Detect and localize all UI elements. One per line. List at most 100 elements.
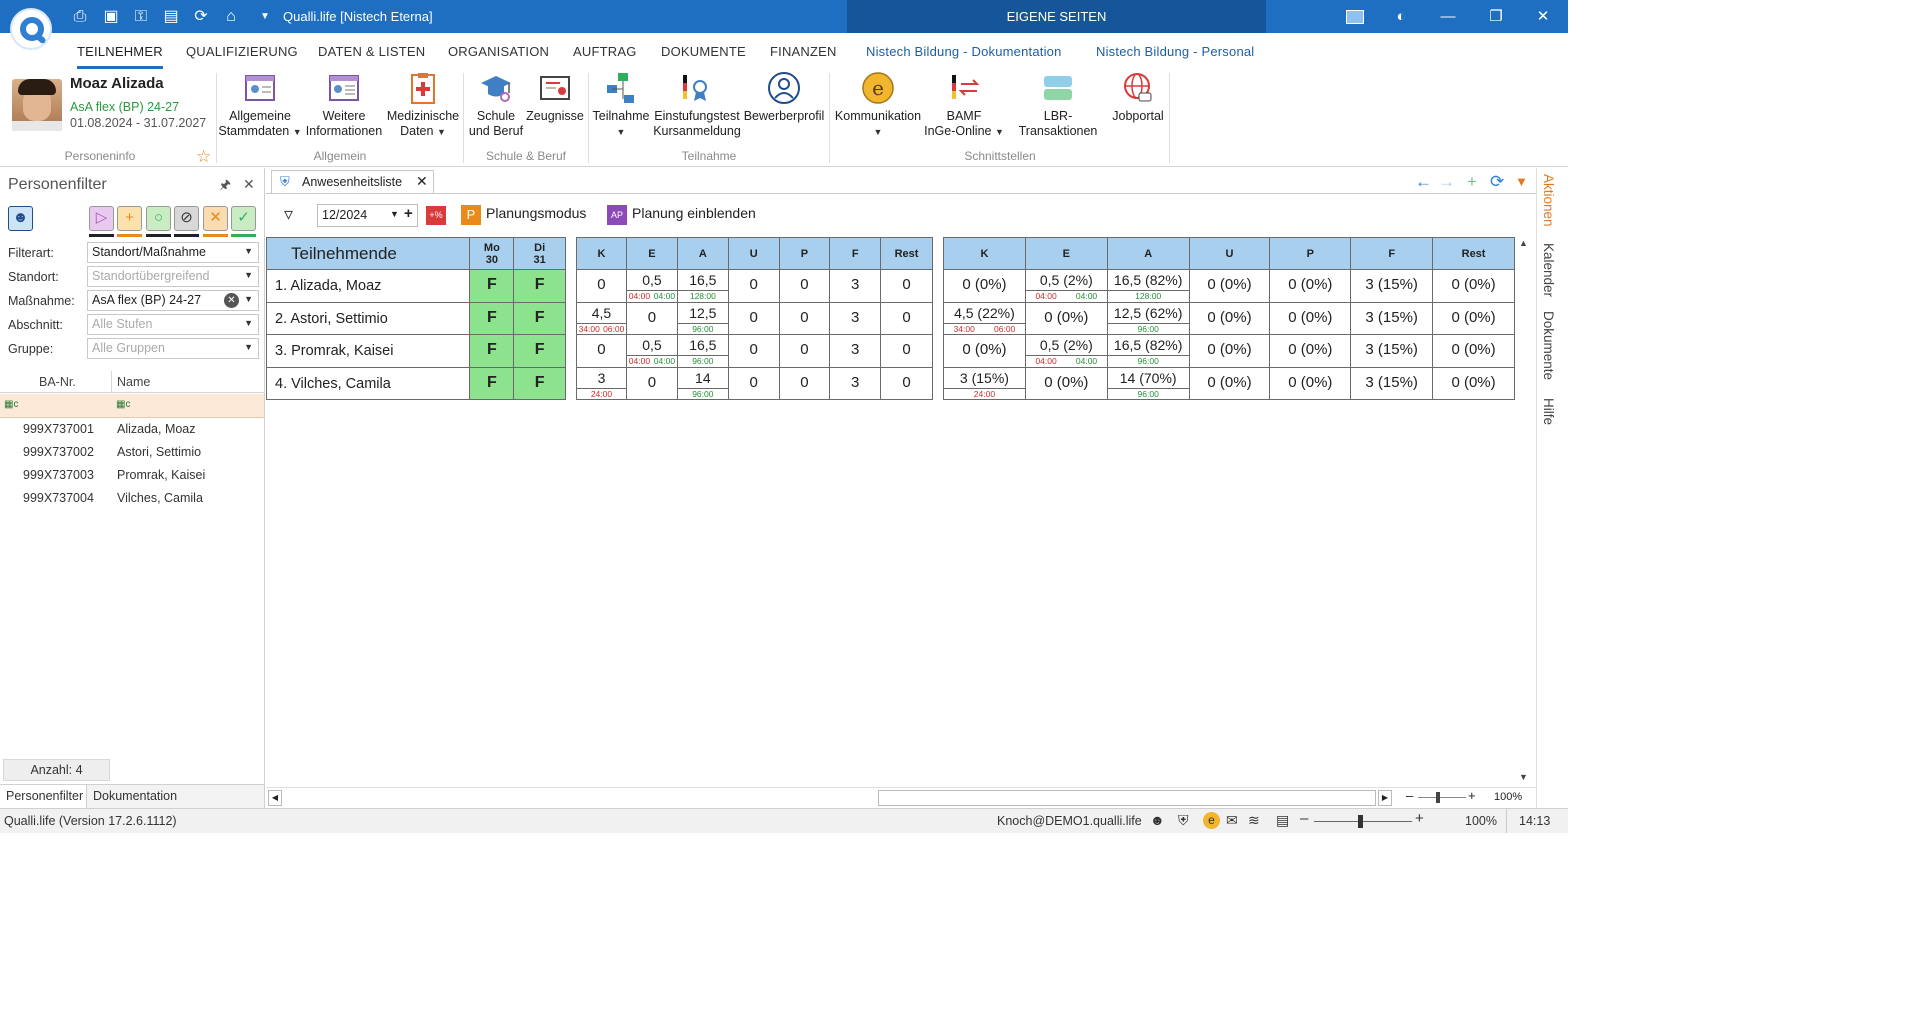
- cell-a[interactable]: 12,5 96:00: [676, 301, 729, 335]
- jobportal-button[interactable]: Jobportal: [1110, 71, 1166, 124]
- tab-nistech-personal[interactable]: Nistech Bildung - Personal: [1096, 44, 1255, 59]
- cell-p[interactable]: 0 (0%): [1269, 301, 1352, 335]
- table-row[interactable]: 2. Astori, Settimio F F: [265, 301, 566, 335]
- export-icon[interactable]: ▤: [163, 8, 179, 25]
- cell-p[interactable]: 0 (0%): [1269, 366, 1352, 400]
- tab-kalender[interactable]: Kalender: [1541, 243, 1556, 298]
- tab-auftrag[interactable]: AUFTRAG: [573, 44, 637, 59]
- status-zoom-slider[interactable]: [1314, 821, 1412, 822]
- cell-a[interactable]: 16,5 (82%) 96:00: [1106, 334, 1190, 368]
- star-icon[interactable]: ☆: [196, 147, 212, 166]
- cell-p[interactable]: 0 (0%): [1269, 334, 1352, 368]
- day-cell[interactable]: F: [469, 301, 515, 335]
- day-cell[interactable]: F: [469, 269, 515, 303]
- cell-rest[interactable]: 0 (0%): [1432, 269, 1515, 303]
- percent-icon[interactable]: +%: [426, 206, 446, 225]
- cell-e[interactable]: 0: [625, 301, 678, 335]
- print-icon[interactable]: ⎙: [73, 8, 87, 25]
- scroll-right-icon[interactable]: ▶: [1378, 790, 1392, 806]
- table-row[interactable]: 1. Alizada, Moaz F F: [265, 269, 566, 303]
- cell-e[interactable]: 0,5 04:00 04:00: [625, 269, 678, 303]
- einstufungstest-button[interactable]: Einstufungstest Kursanmeldung: [652, 71, 742, 139]
- table-row[interactable]: 4. Vilches, Camila F F: [265, 366, 566, 400]
- cell-f[interactable]: 3: [829, 269, 882, 303]
- table-row[interactable]: 4,5 (22%) 34:00 06:00 0 (0%) 12,5 (62%) 96:00…: [943, 301, 1515, 335]
- minimize-icon[interactable]: —: [1440, 8, 1456, 25]
- month-input[interactable]: 12/2024 ▼ +: [317, 204, 418, 227]
- day-cell[interactable]: F: [513, 301, 566, 335]
- zoom-slider[interactable]: [1418, 797, 1466, 798]
- scroll-left-icon[interactable]: ◀: [268, 790, 282, 806]
- close-tab-icon[interactable]: ✕: [416, 173, 428, 189]
- cell-p[interactable]: 0: [778, 334, 831, 368]
- cell-p[interactable]: 0: [778, 301, 831, 335]
- cell-f[interactable]: 3 (15%): [1350, 334, 1434, 368]
- app-logo[interactable]: [10, 8, 52, 50]
- cell-e[interactable]: 0,5 04:00 04:00: [625, 334, 678, 368]
- lbr-transaktionen-button[interactable]: LBR-Transaktionen: [1006, 71, 1110, 139]
- layout-icon[interactable]: [1332, 0, 1378, 33]
- home-icon[interactable]: ⌂: [226, 8, 236, 25]
- cell-e[interactable]: 0 (0%): [1024, 301, 1108, 335]
- x-filter-icon[interactable]: ✕: [203, 206, 228, 231]
- tab-dokumentation[interactable]: Dokumentation: [86, 784, 264, 808]
- mail-icon[interactable]: ✉: [1226, 812, 1238, 828]
- cell-p[interactable]: 0 (0%): [1269, 269, 1352, 303]
- cell-k[interactable]: 0 (0%): [943, 269, 1026, 303]
- lock-icon[interactable]: ⚿: [134, 8, 148, 25]
- save-icon[interactable]: ▣: [103, 8, 119, 25]
- add-icon[interactable]: +: [1467, 172, 1477, 191]
- cell-rest[interactable]: 0 (0%): [1432, 334, 1515, 368]
- cell-k[interactable]: 4,5 (22%) 34:00 06:00: [943, 301, 1026, 335]
- day-cell[interactable]: F: [469, 334, 515, 368]
- cell-f[interactable]: 3: [829, 334, 882, 368]
- tab-qualifizierung[interactable]: QUALIFIZIERUNG: [186, 44, 298, 59]
- tab-aktionen[interactable]: Aktionen: [1541, 174, 1556, 227]
- tab-anwesenheitsliste[interactable]: ⛨ Anwesenheitsliste ✕: [271, 170, 434, 194]
- refresh-icon[interactable]: ⟳: [194, 8, 208, 25]
- cell-f[interactable]: 3 (15%): [1350, 301, 1434, 335]
- tab-hilfe[interactable]: Hilfe: [1541, 398, 1556, 426]
- schule-und-beruf-button[interactable]: Schule und Beruf: [465, 71, 527, 139]
- list-item[interactable]: 999X737001 Alizada, Moaz: [23, 422, 196, 436]
- bewerberprofil-button[interactable]: Bewerberprofil: [742, 71, 826, 124]
- massnahme-select[interactable]: AsA flex (BP) 24-27 ✕ ▼: [87, 290, 259, 311]
- restore-icon[interactable]: ❐: [1489, 8, 1503, 25]
- scroll-down-icon[interactable]: ▼: [1519, 772, 1528, 782]
- weitere-informationen-button[interactable]: Weitere Informationen: [303, 71, 385, 139]
- day-cell[interactable]: F: [513, 269, 566, 303]
- circle-filter-icon[interactable]: ○: [146, 206, 171, 231]
- tab-organisation[interactable]: ORGANISATION: [448, 44, 550, 59]
- table-row[interactable]: 3. Promrak, Kaisei F F: [265, 334, 566, 368]
- cell-u[interactable]: 0 (0%): [1188, 366, 1271, 400]
- gruppe-select[interactable]: Alle Gruppen ▼: [87, 338, 259, 359]
- tab-finanzen[interactable]: FINANZEN: [770, 44, 837, 59]
- abschnitt-select[interactable]: Alle Stufen ▼: [87, 314, 259, 335]
- bamf-inge-online-button[interactable]: BAMF InGe-Online ▼: [924, 71, 1004, 140]
- zoom-in-icon[interactable]: +: [1468, 788, 1476, 803]
- cell-rest[interactable]: 0: [880, 366, 933, 400]
- cell-rest[interactable]: 0: [880, 269, 933, 303]
- col-ba-nr[interactable]: BA-Nr.: [39, 375, 76, 389]
- window-icon[interactable]: ▤: [1276, 812, 1290, 828]
- filter-check-icon[interactable]: ▿: [284, 204, 294, 224]
- cell-a[interactable]: 12,5 (62%) 96:00: [1106, 301, 1190, 335]
- cell-rest[interactable]: 0: [880, 301, 933, 335]
- cell-k[interactable]: 0 (0%): [943, 334, 1026, 368]
- close-icon[interactable]: ✕: [1536, 8, 1550, 25]
- table-row[interactable]: 4,5 34:00 06:00 0 12,5 96:00 0 0 3 0: [576, 301, 933, 335]
- table-row[interactable]: 0 (0%) 0,5 (2%) 04:00 04:00 16,5 (82%) 96:00 0…: [943, 334, 1515, 368]
- cell-k[interactable]: 3 (15%) 24:00: [943, 366, 1026, 400]
- zoom-out-icon[interactable]: –: [1406, 788, 1414, 803]
- cell-e[interactable]: 0 (0%): [1024, 366, 1108, 400]
- table-row[interactable]: 0 0,5 04:00 04:00 16,5 96:00 0 0 3 0: [576, 334, 933, 368]
- shield-check-icon[interactable]: ⛨: [1178, 812, 1189, 828]
- plus-icon[interactable]: +: [404, 205, 413, 222]
- cell-a[interactable]: 16,5 96:00: [676, 334, 729, 368]
- cell-u[interactable]: 0: [727, 334, 780, 368]
- day-cell[interactable]: F: [513, 366, 566, 400]
- tab-teilnehmer[interactable]: TEILNEHMER: [77, 44, 163, 69]
- teilnahme-button[interactable]: Teilnahme ▼: [590, 71, 652, 140]
- cell-u[interactable]: 0: [727, 301, 780, 335]
- cell-p[interactable]: 0: [778, 269, 831, 303]
